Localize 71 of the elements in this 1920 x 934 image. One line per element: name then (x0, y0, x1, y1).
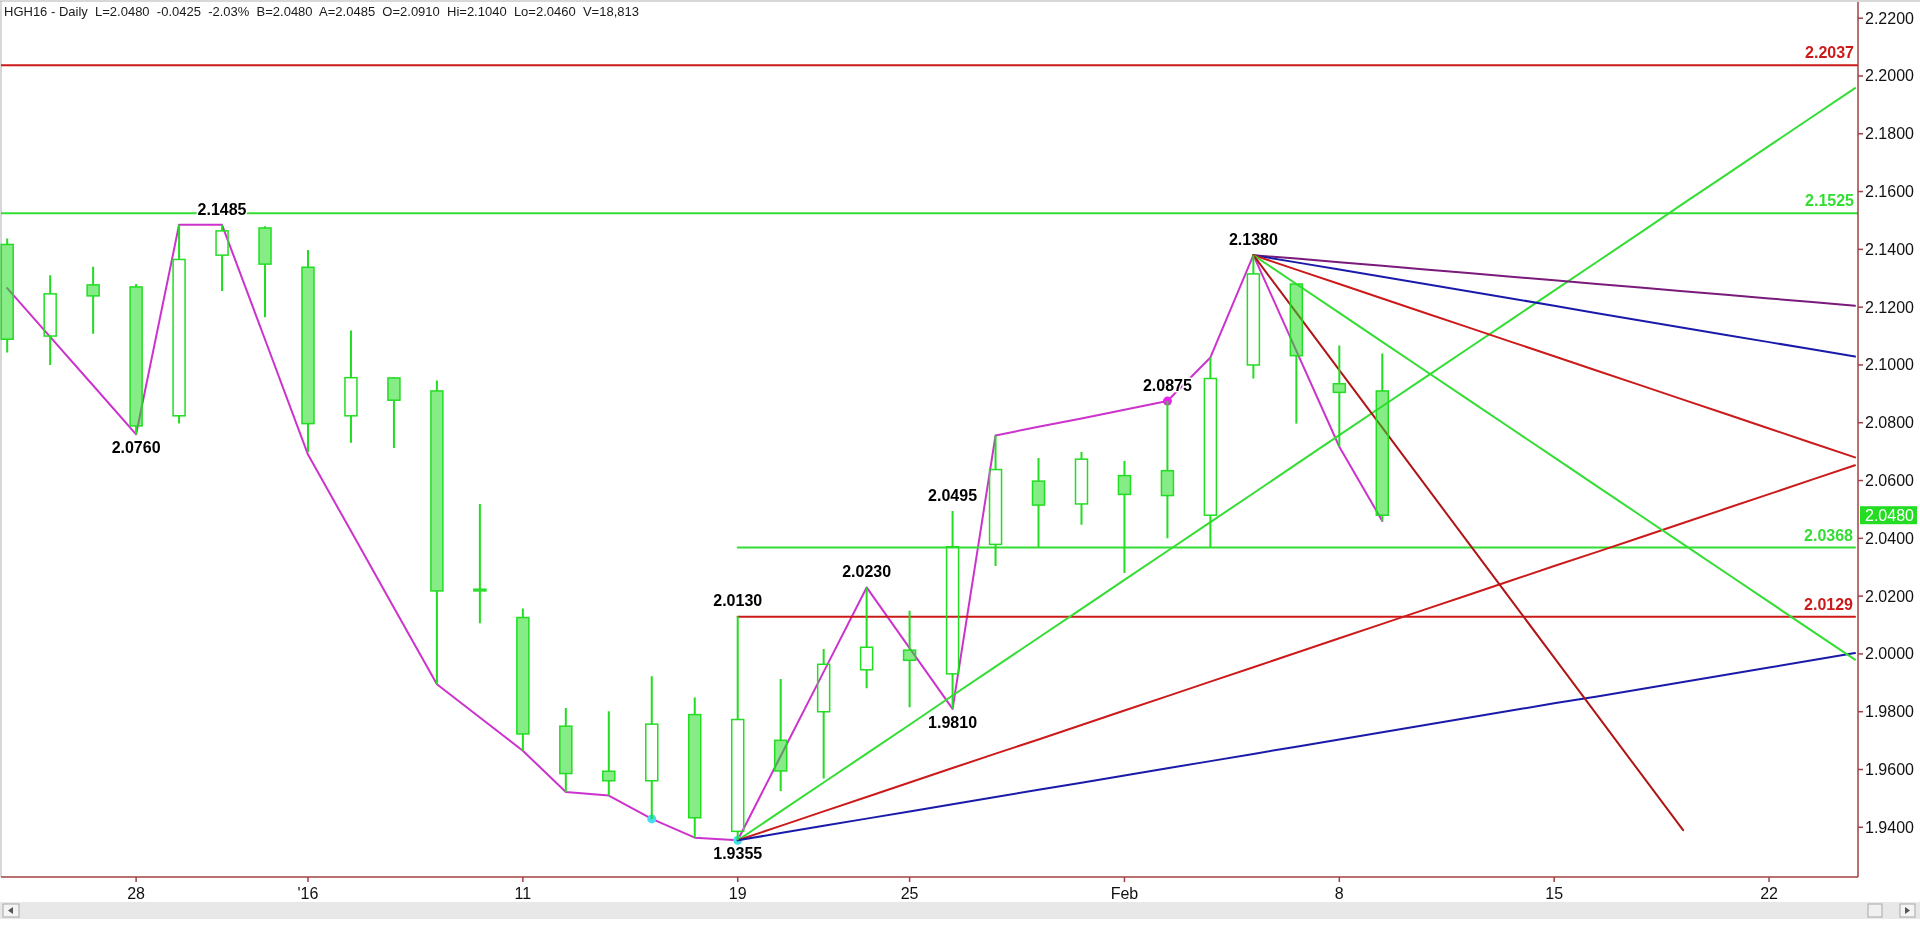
candlestick (86, 265, 100, 335)
candlestick (945, 509, 960, 710)
candlestick (1117, 459, 1132, 574)
x-tick-label: 8 (1334, 885, 1344, 902)
y-tick-label: 2.0400 (1865, 529, 1915, 547)
y-tick-label: 2.0000 (1865, 645, 1915, 663)
candlestick (430, 379, 444, 686)
y-tick-label: 2.2200 (1865, 9, 1915, 27)
candlestick (301, 248, 315, 453)
line-series (1252, 254, 1685, 832)
annotation: 2.0230 (842, 563, 892, 581)
y-tick-label: 2.0600 (1865, 472, 1915, 490)
candlestick (773, 678, 788, 792)
candlestick (859, 586, 874, 690)
candlestick (172, 223, 186, 425)
annotation: 1.9810 (928, 713, 978, 731)
y-tick-label: 2.1600 (1865, 183, 1915, 201)
line-series (1252, 254, 1856, 459)
chart-title: HGH16 - Daily L=2.0480 -0.0425 -2.03% B=2.0480 A=2.0485 O=2.0910 Hi=2.1040 Lo=2.0460 V=18,813 (4, 4, 639, 19)
y-tick-label: 2.1400 (1865, 240, 1915, 258)
candlestick (1074, 450, 1089, 526)
x-tick-label: 15 (1545, 885, 1564, 902)
candlestick (387, 377, 401, 449)
y-tick-label: 2.2000 (1865, 67, 1915, 85)
annotation: 2.1380 (1228, 231, 1278, 249)
x-tick-label: Feb (1110, 885, 1139, 902)
candlestick (988, 434, 1003, 568)
candlestick (559, 706, 573, 794)
annotation: 2.0760 (111, 439, 161, 457)
candlestick (43, 274, 57, 366)
candlestick (687, 696, 702, 839)
y-tick-label: 2.0200 (1865, 587, 1915, 605)
x-tick-label: 11 (514, 885, 532, 902)
ref-line-label: 2.1525 (1805, 192, 1855, 210)
candlestick (1289, 283, 1304, 425)
candlestick (1375, 352, 1390, 522)
data-label: 2.0368 (1804, 526, 1854, 544)
y-tick-label: 2.0800 (1865, 414, 1915, 432)
candlestick (902, 609, 917, 709)
x-tick-label: 22 (1760, 885, 1779, 902)
candlestick (602, 710, 616, 797)
y-tick-label: 1.9400 (1865, 818, 1915, 836)
candlestick (0, 237, 14, 354)
candlestick (816, 648, 831, 780)
y-tick-label: 2.1200 (1865, 298, 1915, 316)
annotation: 1.9355 (713, 845, 763, 863)
x-tick-label: 25 (900, 885, 919, 902)
candlestick (215, 223, 229, 292)
data-label: 2.0129 (1804, 595, 1854, 613)
x-tick-label: '16 (297, 885, 319, 902)
y-tick-label: 1.9600 (1865, 761, 1915, 778)
line-series (1252, 254, 1856, 358)
y-tick-label: 1.9800 (1865, 703, 1915, 721)
x-tick-label: 28 (127, 885, 146, 902)
y-tick-label: 2.1000 (1865, 356, 1915, 374)
candlestick (258, 225, 272, 319)
x-tick-label: 19 (728, 885, 747, 902)
candlestick (516, 607, 530, 752)
candlestick (1203, 356, 1218, 549)
candlestick (1332, 344, 1347, 448)
candlestick (1031, 456, 1046, 549)
candlestick (1246, 254, 1261, 380)
text: 2.0480 (1865, 506, 1915, 524)
candlestick (344, 329, 358, 444)
candlestick (473, 502, 487, 625)
annotation: 2.0495 (928, 486, 978, 504)
candlestick (730, 615, 745, 842)
ref-line-label: 2.2037 (1805, 44, 1855, 62)
y-tick-label: 2.1800 (1865, 125, 1915, 143)
candlestick (129, 283, 143, 436)
annotation: 2.0130 (713, 592, 763, 610)
